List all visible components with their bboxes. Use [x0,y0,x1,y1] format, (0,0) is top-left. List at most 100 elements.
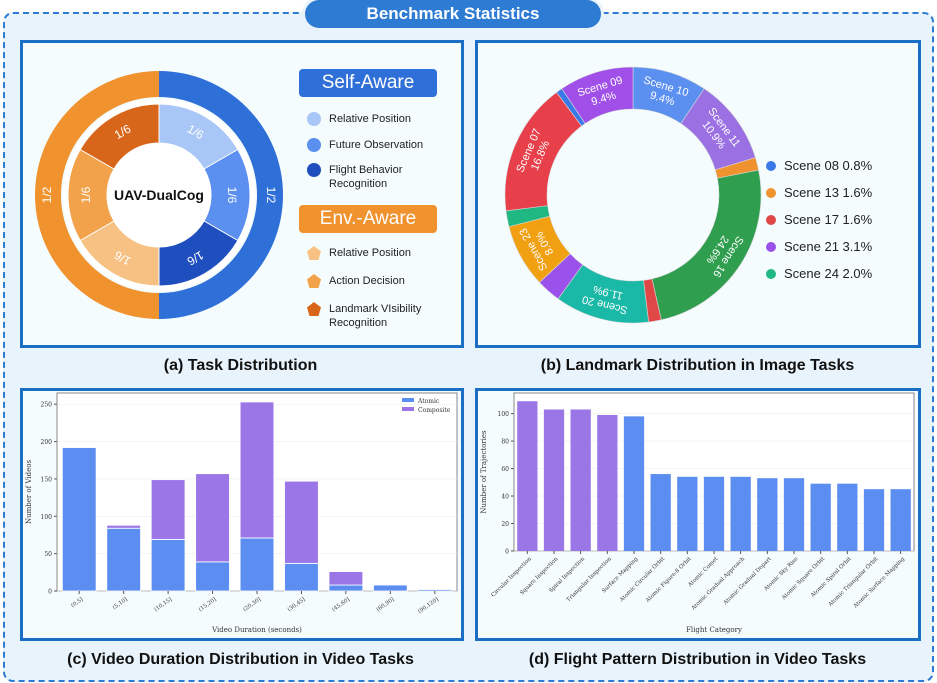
pentagon-icon [307,246,321,260]
legend-swatch-composite [402,407,414,411]
legend-label: Relative Position [329,247,411,259]
bar [703,476,725,551]
bar [650,474,671,551]
legend-self-aware-header: Self-Aware [299,69,437,97]
donut-slice [561,66,634,124]
legend-item: Flight Behavior Recognition [307,163,439,191]
bar-composite [328,571,364,586]
bar [757,478,778,551]
legend-label: Scene 21 3.1% [784,239,873,254]
bar-atomic [373,584,408,592]
bar [543,409,565,551]
figure-title: Benchmark Statistics [305,0,601,28]
legend-label: Scene 24 2.0% [784,266,873,281]
x-tick-label: (20,30] [242,596,262,613]
pentagon-icon [307,274,321,288]
legend-item: Scene 08 0.8% [766,158,872,173]
legend-item: Action Decision [307,274,439,288]
video-duration-chart: 0 50 100 150 200 250 (0,5] (5,10] (10,15] (15,20]… [25,392,458,634]
legend-label: Composite [418,407,451,414]
donut-slice [651,169,762,321]
bar-atomic [195,561,230,592]
y-tick-label: 250 [41,402,53,409]
outer-slice-label: 1/2 [264,187,278,204]
bar [890,489,911,551]
x-tick-label: Atomic Square Orbit [780,556,826,602]
bar [623,416,645,551]
outer-slice-label: 1/2 [40,186,54,203]
y-tick-label: 80 [501,439,509,446]
bar [783,478,805,551]
inner-slice-label: 1/6 [79,186,93,203]
panel-video-duration: 0 50 100 150 200 250 (0,5] (5,10] (10,15] (15,20]… [20,388,464,641]
bar-composite [106,524,141,529]
x-tick-label: (10,15] [153,596,173,613]
x-tick-label: (60,90] [375,596,395,613]
circle-icon [307,138,321,152]
circle-icon [307,112,321,126]
bar-composite [239,401,275,539]
landmark-donut: Scene 109.4%Scene 1110.9%Scene 1624.6%Sc… [504,66,762,324]
inner-slice-label: 1/6 [225,187,239,204]
x-tick-label: (45,60] [331,596,351,613]
x-tick-label: Triangular Inspection [566,556,613,603]
y-tick-label: 0 [48,589,52,596]
inner-slice [79,103,160,170]
legend-dot-icon [766,214,776,225]
legend-label: Scene 13 1.6% [784,185,873,200]
y-tick-label: 20 [501,521,509,528]
legend-label: Flight Behavior Recognition [329,164,403,190]
caption-d: (d) Flight Pattern Distribution in Video… [528,651,867,668]
legend-dot-icon [766,187,776,198]
legend-item: Landmark VIsibility Recognition [307,302,439,330]
panel-landmark-distribution: Scene 109.4% Scene 1110.9% Scene 1624.6% Sc… [475,40,921,348]
outer-slice [35,71,159,319]
legend-dot-icon [766,160,776,171]
panel-task-distribution: 1/2 1/2 1/6 1/6 1/6 1/6 1/6 1/6 UAV-DualCog Self… [20,40,464,348]
x-axis-label: Video Duration (seconds) [211,626,302,634]
bar-atomic [150,539,186,592]
x-tick-label: (30,45] [286,596,306,613]
legend-label: Action Decision [329,275,405,287]
y-tick-label: 40 [501,494,509,501]
y-tick-label: 100 [41,514,53,521]
legend-label: Atomic [417,398,440,405]
bar [517,401,538,551]
y-axis-label: Number of Videos [25,460,33,525]
y-axis-label: Number of Trajectories [480,430,488,514]
panel-flight-pattern: 0 20 40 60 80 100 Circular Inspection Square In… [475,388,921,641]
legend-label: Future Observation [329,139,424,151]
y-tick-label: 50 [44,551,52,558]
x-tick-label: (5,10] [111,596,129,611]
y-tick-label: 100 [498,411,510,418]
x-tick-label: (0,5] [70,596,85,609]
bar-composite [284,480,319,564]
caption-b: (b) Landmark Distribution in Image Tasks [540,357,855,374]
center-label: UAV-DualCog [114,187,204,203]
x-tick-label: Atomic Circular Orbit [618,556,666,604]
legend-label: Scene 08 0.8% [784,158,873,173]
legend-env-aware-header: Env.-Aware [299,205,437,233]
legend-item: Scene 17 1.6% [766,212,872,227]
caption-c: (c) Video Duration Distribution in Video… [67,651,414,668]
x-tick-label: (15,20] [197,596,217,613]
legend-item: Relative Position [307,246,439,260]
y-tick-label: 200 [41,439,53,446]
legend-item: Scene 21 3.1% [766,239,872,254]
legend-swatch-atomic [402,398,414,402]
legend-item: Relative Position [307,112,439,126]
legend-dot-icon [766,268,776,279]
x-axis-label: Flight Category [686,626,742,634]
circle-icon [307,163,321,177]
y-tick-label: 0 [505,549,509,556]
legend-item: Future Observation [307,138,439,152]
bar-atomic [239,537,275,592]
legend-label: Relative Position [329,113,411,125]
bar-atomic [106,527,141,592]
x-tick-label: Atomic Gradual Depart [722,556,773,607]
bar [730,476,751,551]
caption-a: (a) Task Distribution [163,357,318,374]
bar [570,409,591,551]
bar [863,489,885,551]
